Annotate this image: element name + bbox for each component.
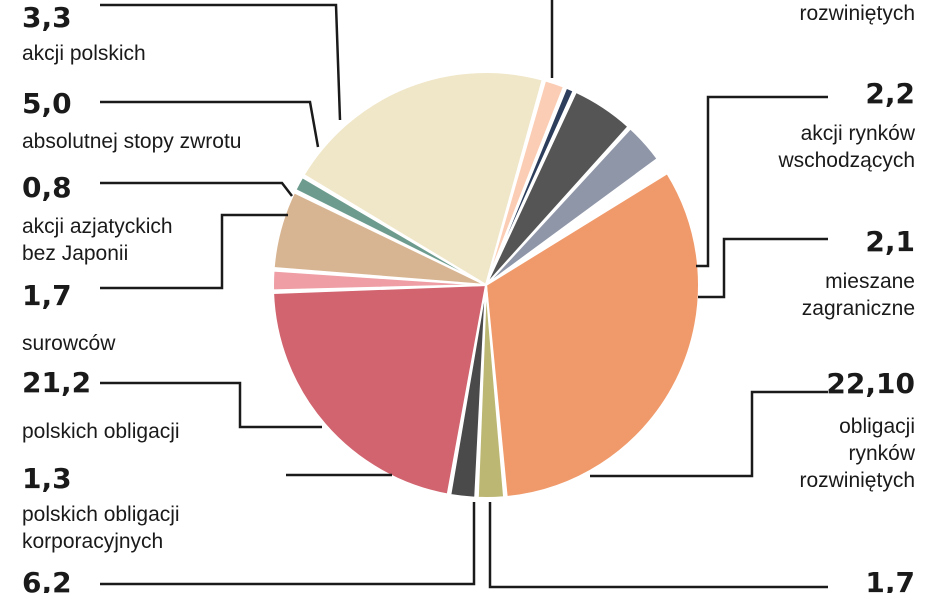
slice-value-label: 1,7 <box>865 566 915 593</box>
pie-slice <box>272 283 488 496</box>
slice-value-label: 21,2 <box>22 366 91 399</box>
pie-slice <box>485 90 630 286</box>
slice-category-label: korporacyjnych <box>22 530 163 553</box>
slice-category-label: wschodzących <box>777 149 915 172</box>
pie-slice <box>294 175 487 286</box>
slice-category-label: akcji azjatyckich <box>22 215 173 238</box>
slice-value-label: 2,2 <box>865 77 915 110</box>
slice-value-label: 0,8 <box>22 171 72 204</box>
slice-category-label: rozwiniętych <box>799 2 915 25</box>
slice-value-label: 1,7 <box>22 279 72 312</box>
leader-line <box>100 213 288 290</box>
slice-value-label: 3,3 <box>22 1 72 34</box>
leader-line <box>100 181 293 197</box>
slice-category-label: rynków <box>848 442 915 465</box>
slice-category-label: obligacji <box>839 415 915 438</box>
pie-slice <box>485 126 659 286</box>
pie-slice <box>484 171 700 499</box>
slice-category-label: surowców <box>22 332 116 355</box>
slice-category-label: rozwiniętych <box>799 469 915 492</box>
leader-line <box>590 390 828 478</box>
pie-slice <box>485 79 566 286</box>
leader-lines <box>100 0 828 589</box>
slice-value-label: 5,0 <box>22 87 72 120</box>
pie-slice <box>476 284 506 499</box>
leader-line <box>696 95 828 268</box>
pie-slice <box>272 190 487 286</box>
slice-category-label: bez Japonii <box>22 242 128 265</box>
pie-slices <box>272 71 700 499</box>
slice-category-label: mieszane <box>825 270 915 293</box>
pie-slice <box>302 71 544 287</box>
slice-category-label: zagraniczne <box>802 297 915 320</box>
leader-line <box>698 237 828 299</box>
leader-line <box>488 502 828 589</box>
slice-value-label: 2,1 <box>865 225 915 258</box>
slice-value-label: 6,2 <box>22 566 72 593</box>
leader-line <box>100 100 320 148</box>
slice-category-label: akcji rynków <box>801 122 916 145</box>
pie-slice <box>272 269 487 292</box>
slice-category-label: akcji polskich <box>22 42 146 65</box>
leader-line <box>100 502 476 586</box>
slice-category-label: absolutnej stopy zwrotu <box>22 130 241 153</box>
slice-value-label: 22,10 <box>826 367 915 400</box>
leader-line <box>100 381 322 429</box>
leader-line <box>100 3 342 121</box>
slice-category-label: polskich obligacji <box>22 420 180 443</box>
slice-labels: rozwiniętych 2,2 akcji rynków wschodzących 2… <box>22 1 916 593</box>
slice-value-label: 1,3 <box>22 462 72 495</box>
slice-category-label: polskich obligacji <box>22 503 180 526</box>
